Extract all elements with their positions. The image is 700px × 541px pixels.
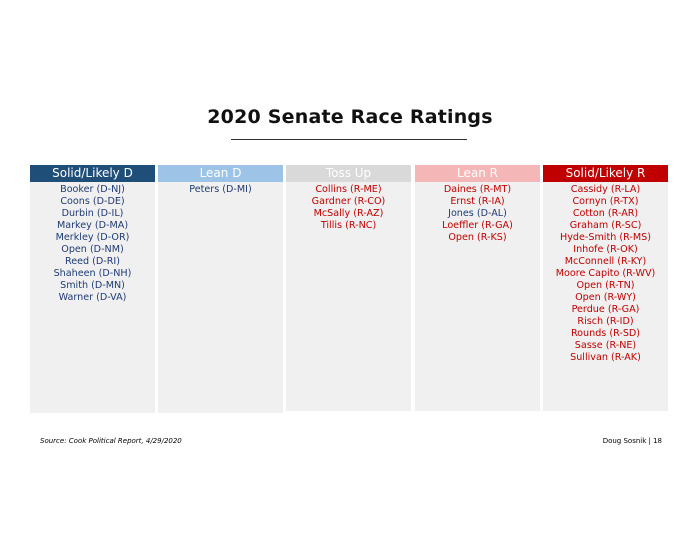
race-item: Jones (D-AL) (448, 208, 507, 219)
column-lean-d: Lean D Peters (D-MI) (158, 165, 283, 413)
race-item: McConnell (R-KY) (564, 256, 647, 267)
race-item: Gardner (R-CO) (311, 196, 386, 207)
race-item: Cornyn (R-TX) (572, 196, 639, 207)
column-solid-likely-d: Solid/Likely D Booker (D-NJ) Coons (D-DE)… (30, 165, 155, 413)
race-item: Ernst (R-IA) (450, 196, 505, 207)
race-item: Cotton (R-AR) (572, 208, 639, 219)
column-body-lean-r: Daines (R-MT) Ernst (R-IA) Jones (D-AL) Loe… (415, 182, 540, 411)
column-header-lean-r: Lean R (415, 165, 540, 182)
race-item: Markey (D-MA) (56, 220, 129, 231)
race-item: Moore Capito (R-WV) (555, 268, 656, 279)
column-lean-r: Lean R Daines (R-MT) Ernst (R-IA) Jones (D… (415, 165, 540, 411)
race-item: Hyde-Smith (R-MS) (560, 232, 651, 243)
race-item: Open (R-WY) (575, 292, 636, 303)
race-item: Booker (D-NJ) (60, 184, 125, 195)
column-toss-up: Toss Up Collins (R-ME) Gardner (R-CO) McSa… (286, 165, 411, 411)
race-item: McSally (R-AZ) (313, 208, 384, 219)
race-item: Reed (D-RI) (64, 256, 120, 267)
page-credit: Doug Sosnik | 18 (602, 437, 662, 445)
column-solid-likely-r: Solid/Likely R Cassidy (R-LA) Cornyn (R-T… (543, 165, 668, 411)
source-note: Source: Cook Political Report, 4/29/2020 (40, 437, 182, 445)
title-underline (231, 139, 467, 140)
race-item: Inhofe (R-OK) (573, 244, 638, 255)
race-item: Sasse (R-NE) (574, 340, 637, 351)
page-title: 2020 Senate Race Ratings (207, 106, 493, 128)
race-item: Risch (R-ID) (577, 316, 634, 327)
column-body-solid-likely-d: Booker (D-NJ) Coons (D-DE) Durbin (D-IL) Ma… (30, 182, 155, 413)
column-header-lean-d: Lean D (158, 165, 283, 182)
race-item: Graham (R-SC) (569, 220, 642, 231)
race-item: Warner (D-VA) (58, 292, 127, 303)
race-item: Loeffler (R-GA) (442, 220, 513, 231)
column-header-solid-likely-d: Solid/Likely D (30, 165, 155, 182)
column-body-lean-d: Peters (D-MI) (158, 182, 283, 413)
race-item: Open (R-KS) (448, 232, 507, 243)
race-item: Perdue (R-GA) (571, 304, 640, 315)
race-item: Sullivan (R-AK) (570, 352, 641, 363)
race-item: Durbin (D-IL) (61, 208, 124, 219)
column-body-toss-up: Collins (R-ME) Gardner (R-CO) McSally (R-A… (286, 182, 411, 411)
race-item: Collins (R-ME) (315, 184, 382, 195)
race-item: Merkley (D-OR) (55, 232, 130, 243)
column-body-solid-likely-r: Cassidy (R-LA) Cornyn (R-TX) Cotton (R-AR)… (543, 182, 668, 411)
race-item: Shaheen (D-NH) (53, 268, 132, 279)
column-header-solid-likely-r: Solid/Likely R (543, 165, 668, 182)
race-item: Tillis (R-NC) (320, 220, 377, 231)
race-item: Rounds (R-SD) (570, 328, 641, 339)
race-item: Open (D-NM) (61, 244, 124, 255)
race-item: Smith (D-MN) (60, 280, 125, 291)
column-header-toss-up: Toss Up (286, 165, 411, 182)
race-item: Daines (R-MT) (443, 184, 512, 195)
race-item: Coons (D-DE) (60, 196, 125, 207)
race-item: Open (R-TN) (576, 280, 635, 291)
race-item: Peters (D-MI) (189, 184, 252, 195)
race-item: Cassidy (R-LA) (570, 184, 641, 195)
